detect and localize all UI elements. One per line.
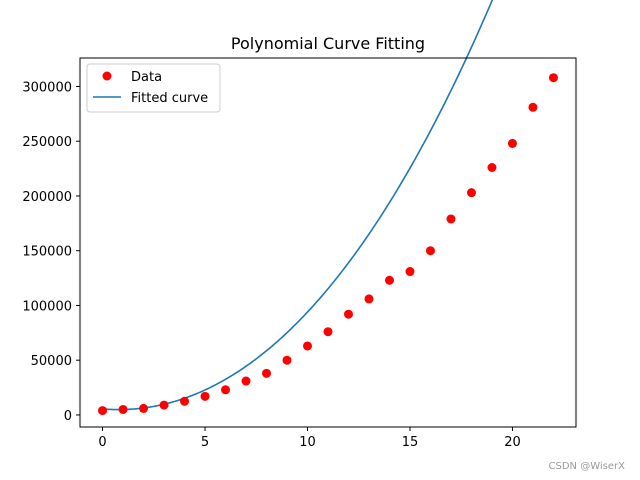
y-tick-label: 100000 (22, 299, 72, 314)
legend-marker-data (102, 71, 112, 81)
plot-area (98, 0, 558, 416)
legend-label-data: Data (131, 70, 162, 85)
data-point (405, 267, 415, 277)
y-tick-label: 50000 (31, 354, 72, 369)
x-tick-label: 20 (504, 435, 521, 450)
y-tick-label: 250000 (22, 135, 72, 150)
chart-title: Polynomial Curve Fitting (231, 34, 425, 53)
data-point (221, 385, 231, 395)
data-point (159, 400, 169, 410)
data-point (200, 391, 210, 401)
data-point (548, 73, 558, 83)
legend-box (86, 63, 221, 113)
axes-frame (79, 57, 577, 428)
data-point (139, 403, 149, 413)
y-tick-label: 300000 (22, 80, 72, 95)
data-point (466, 188, 476, 198)
data-point (323, 327, 333, 337)
data-point (118, 404, 128, 414)
x-tick-label: 15 (402, 435, 419, 450)
data-point (180, 396, 190, 406)
x-tick-label: 10 (299, 435, 316, 450)
fitted-curve-line (102, 0, 494, 411)
x-tick-label: 5 (201, 435, 209, 450)
legend-label-fitted-curve: Fitted curve (131, 91, 208, 106)
data-point (528, 102, 538, 112)
data-point (507, 138, 517, 148)
data-point (282, 355, 292, 365)
x-tick-label: 0 (98, 435, 106, 450)
y-tick-label: 150000 (22, 245, 72, 260)
watermark: CSDN @WiserX (548, 461, 625, 472)
data-point (98, 406, 108, 416)
data-point (303, 341, 313, 351)
data-point (262, 368, 272, 378)
data-point (241, 376, 251, 386)
data-point (343, 309, 353, 319)
data-point (487, 162, 497, 172)
legend: Data Fitted curve (86, 63, 221, 113)
axis-ticks: 0 5 10 15 20 0 50000 100000 150000 200000 250000 30… (22, 80, 520, 450)
data-point (446, 214, 456, 224)
data-point (364, 294, 374, 304)
y-tick-label: 0 (64, 409, 72, 424)
data-point (384, 275, 394, 285)
data-point (425, 246, 435, 256)
y-tick-label: 200000 (22, 190, 72, 205)
